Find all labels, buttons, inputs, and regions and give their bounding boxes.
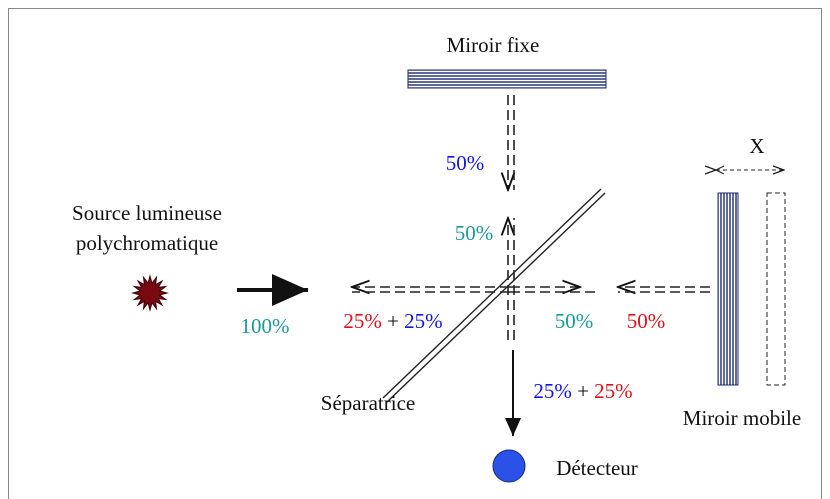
beam-label: 50%: [446, 151, 485, 175]
moving-mirror: [717, 192, 739, 386]
beam-part: 25%: [404, 309, 443, 333]
splitter-label: Séparatrice: [321, 391, 415, 415]
displacement-label: X: [749, 134, 764, 158]
source-label: Source lumineuse: [72, 201, 222, 225]
beam-label: 50%: [455, 221, 494, 245]
beam-part: 25%: [533, 379, 572, 403]
source: [131, 274, 169, 312]
beam-part: +: [387, 309, 399, 333]
beam-label: 25% + 25%: [343, 309, 442, 333]
detector-label: Détecteur: [556, 456, 638, 480]
fixed-mirror-label: Miroir fixe: [447, 33, 540, 57]
fixed-mirror: [407, 69, 607, 89]
detector: [492, 449, 526, 483]
beam-label: 50%: [555, 309, 594, 333]
beam-part: 25%: [594, 379, 633, 403]
moving-mirror-label: Miroir mobile: [683, 406, 801, 430]
splitter: [386, 192, 606, 403]
beam-part: 25%: [343, 309, 382, 333]
frame: [8, 8, 822, 499]
moving-mirror-shifted: [766, 192, 786, 386]
arrow-head: [715, 165, 725, 171]
splitter: [382, 188, 602, 399]
beam-label: 50%: [627, 309, 666, 333]
arrow-head: [715, 169, 725, 175]
beam-part: +: [577, 379, 589, 403]
beam-label: 25% + 25%: [533, 379, 632, 403]
beam-label: 100%: [241, 314, 290, 338]
source-label: polychromatique: [76, 231, 218, 255]
